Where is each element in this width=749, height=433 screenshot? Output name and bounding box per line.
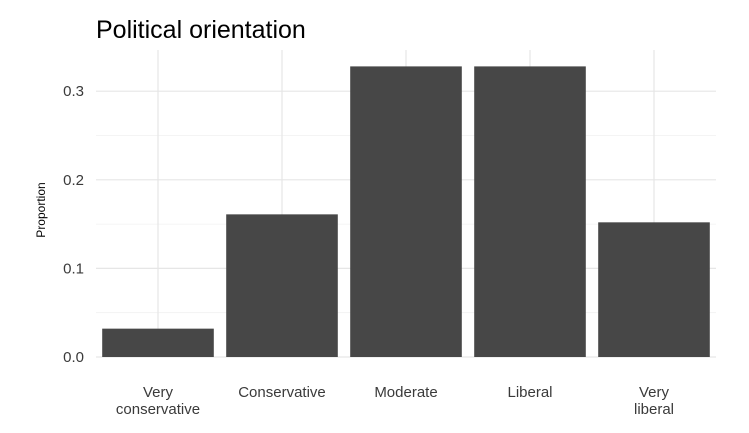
- y-tick-label: 0.1: [63, 260, 84, 277]
- y-axis-ticks: 0.0 0.1 0.2 0.3: [63, 83, 84, 366]
- x-tick-label: Very conservative: [116, 384, 200, 418]
- x-tick-label: Very liberal: [634, 384, 674, 418]
- bar-1: [226, 214, 338, 357]
- bars: [102, 66, 710, 357]
- y-tick-label: 0.3: [63, 83, 84, 100]
- x-tick-label: Conservative: [238, 384, 326, 401]
- bar-0: [102, 328, 214, 357]
- x-axis-ticks: Very conservative Conservative Moderate Libe…: [116, 384, 674, 418]
- y-tick-label: 0.0: [63, 349, 84, 366]
- y-axis-label: Proportion: [34, 182, 48, 237]
- y-tick-label: 0.2: [63, 172, 84, 189]
- bar-2: [350, 66, 462, 357]
- chart-title: Political orientation: [96, 16, 306, 44]
- bar-4: [598, 222, 710, 357]
- x-tick-label: Liberal: [507, 384, 552, 401]
- bar-3: [474, 66, 586, 357]
- x-tick-label: Moderate: [374, 384, 437, 401]
